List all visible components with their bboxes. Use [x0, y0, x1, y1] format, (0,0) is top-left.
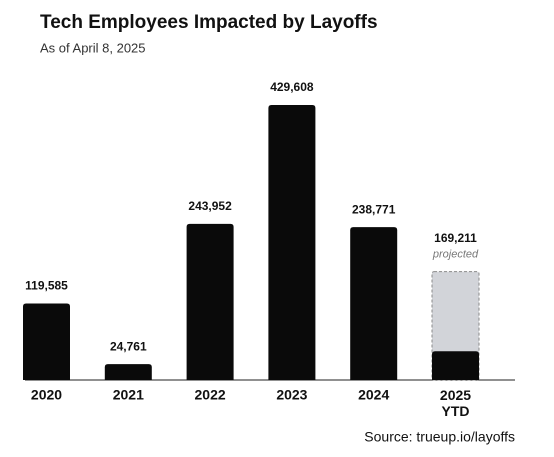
- value-label: 238,771: [352, 202, 396, 216]
- projected-label: projected: [432, 249, 479, 261]
- chart-subtitle: As of April 8, 2025: [40, 40, 146, 55]
- source: Source: trueup.io/layoffs: [364, 429, 515, 445]
- x-tick-label: 2023: [276, 387, 307, 403]
- value-label: 429,608: [270, 80, 314, 94]
- bar: [23, 303, 70, 380]
- x-tick-label: 2021: [113, 387, 144, 403]
- value-label: 243,952: [188, 199, 232, 213]
- bar: [268, 105, 316, 380]
- chart-title: Tech Employees Impacted by Layoffs: [40, 12, 378, 33]
- x-tick-label: 2024: [358, 387, 389, 403]
- bar: [432, 351, 479, 380]
- value-label: 24,761: [110, 339, 147, 353]
- projected-value-label: 169,211: [434, 231, 477, 245]
- bar: [104, 364, 152, 380]
- x-tick-label: 2020: [31, 387, 62, 403]
- x-tick-label: 2022: [195, 387, 226, 403]
- bar: [350, 227, 398, 380]
- bar: [186, 223, 234, 380]
- value-label: 119,585: [25, 279, 68, 293]
- x-tick-label: 2025 YTD: [440, 387, 471, 419]
